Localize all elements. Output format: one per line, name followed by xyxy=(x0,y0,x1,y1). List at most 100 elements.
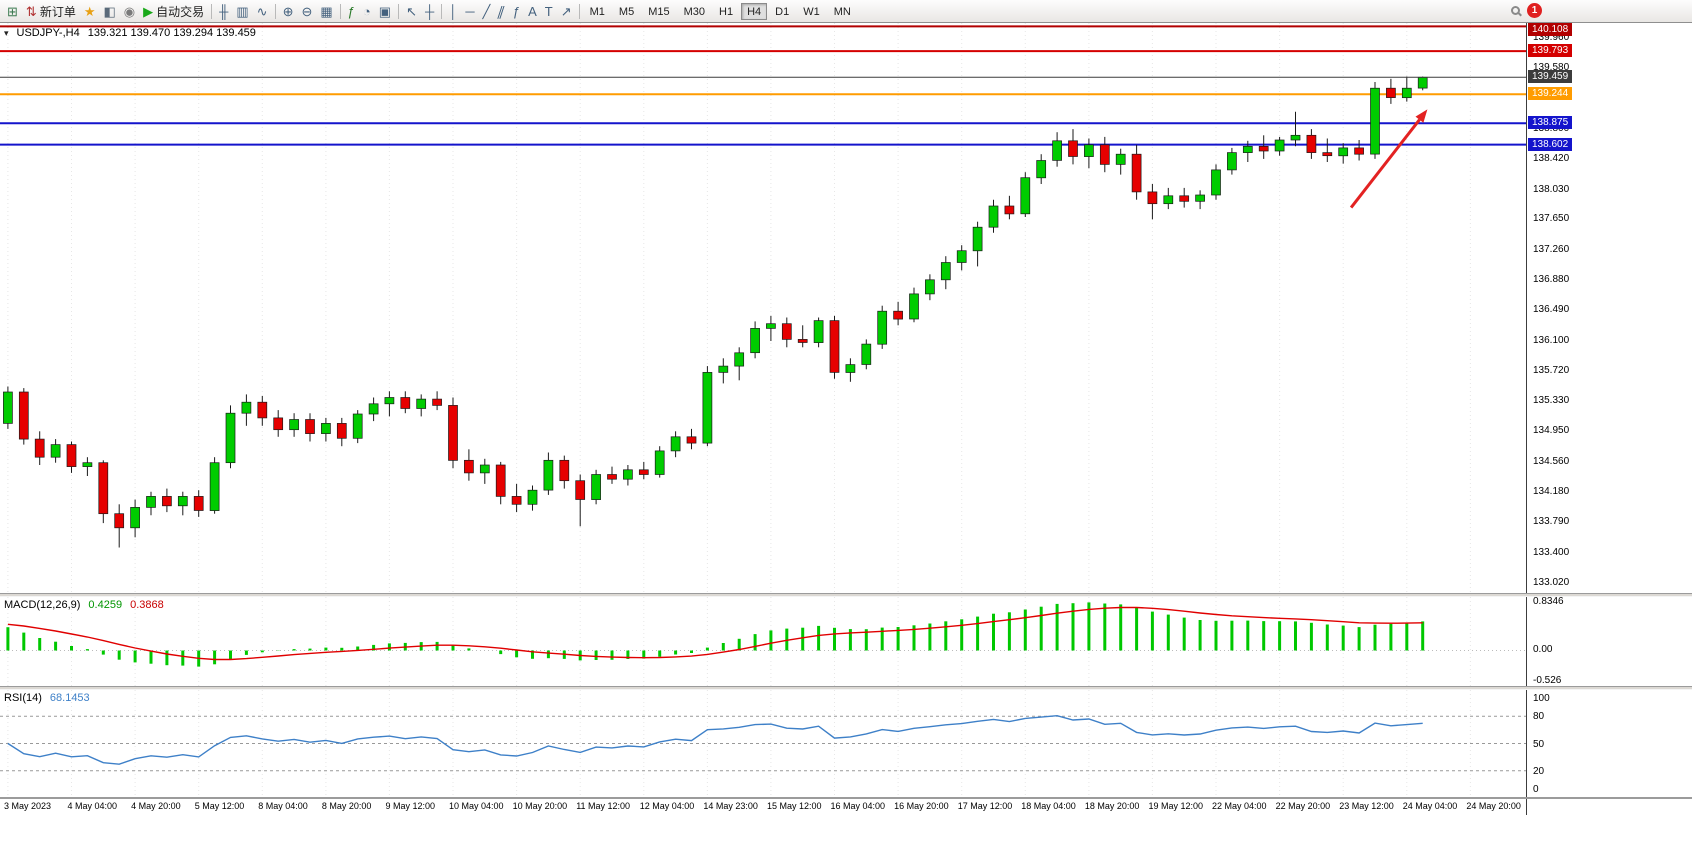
macd-axis-label: 0.00 xyxy=(1533,644,1553,656)
horizontal-line-tool-icon: ─ xyxy=(465,3,475,19)
price-axis-label: 134.560 xyxy=(1533,455,1570,467)
chart-bars-button[interactable]: ╫ xyxy=(215,2,232,21)
label-tool-icon: T xyxy=(544,3,553,19)
vertical-line-tool-button[interactable]: │ xyxy=(445,2,461,21)
price-axis-label: 138.420 xyxy=(1533,152,1570,164)
bottom-strip xyxy=(0,815,1692,861)
vertical-line-tool-icon: │ xyxy=(449,3,458,19)
toolbar-separator xyxy=(441,3,443,19)
chart-assistant-button[interactable]: ★ xyxy=(80,2,100,21)
templates-button[interactable]: ▣ xyxy=(375,2,395,21)
profiles-button[interactable]: ◧ xyxy=(99,2,119,21)
price-plot[interactable]: ▾ USDJPY-,H4 139.321 139.470 139.294 139… xyxy=(0,23,1526,593)
channel-tool-button[interactable]: ∥ xyxy=(494,2,509,21)
price-axis[interactable]: 139.960139.580139.190138.800138.420138.0… xyxy=(1526,23,1692,593)
toolbar-right: 1 xyxy=(1511,3,1542,18)
price-axis-label: 133.020 xyxy=(1533,576,1570,588)
arrows-tool-icon: ↗ xyxy=(560,3,572,19)
timeframe-h4-button[interactable]: H4 xyxy=(741,2,768,20)
timeframe-m30-button[interactable]: M30 xyxy=(683,5,705,18)
timeframe-group: M1 M5 M15 M30 H1 H4 D1 W1 MN xyxy=(583,2,858,20)
market-signal-button[interactable]: ◉ xyxy=(120,2,139,21)
zoom-out-icon: ⊖ xyxy=(301,3,313,19)
toolbar-separator xyxy=(578,3,580,19)
timeframe-w1-button[interactable]: W1 xyxy=(803,5,820,18)
indicators-button[interactable]: ƒ xyxy=(344,2,359,21)
price-line-badge: 138.602 xyxy=(1528,137,1573,151)
time-axis-label: 16 May 04:00 xyxy=(830,801,886,811)
autotrading-button[interactable]: ▶ 自动交易 xyxy=(139,2,208,21)
crosshair-button[interactable]: ┼ xyxy=(421,2,438,21)
new-chart-button[interactable]: ⊞ xyxy=(3,2,22,21)
timeframe-m15-button[interactable]: M15 xyxy=(648,5,670,18)
chart-line-button[interactable]: ∿ xyxy=(253,2,272,21)
time-axis-label: 22 May 04:00 xyxy=(1212,801,1267,811)
cursor-button[interactable]: ↖ xyxy=(402,2,421,21)
price-axis-label: 133.790 xyxy=(1533,516,1570,528)
price-axis-label: 139.580 xyxy=(1533,61,1570,73)
timeframe-h1-button[interactable]: H1 xyxy=(719,5,734,18)
zoom-in-button[interactable]: ⊕ xyxy=(279,2,298,21)
rsi-axis[interactable]: 100 80 50 20 0 xyxy=(1526,690,1692,797)
macd-name: MACD(12,26,9) xyxy=(4,599,81,611)
time-axis-label: 15 May 12:00 xyxy=(766,801,822,811)
chart-candles-button[interactable]: ▥ xyxy=(232,2,252,21)
price-axis-label: 135.330 xyxy=(1533,395,1570,407)
price-axis-label: 134.950 xyxy=(1533,425,1570,437)
rsi-axis-label: 80 xyxy=(1533,711,1545,723)
trendline-tool-button[interactable]: ╱ xyxy=(479,2,495,21)
rsi-plot[interactable]: RSI(14) 68.1453 xyxy=(0,690,1526,797)
time-axis-corner xyxy=(1526,799,1692,815)
time-axis-label: 8 May 20:00 xyxy=(321,801,372,811)
fibonacci-tool-button[interactable]: ƒ xyxy=(509,2,524,21)
macd-plot[interactable]: MACD(12,26,9) 0.4259 0.3868 xyxy=(0,597,1526,686)
new-order-button[interactable]: ⇅ 新订单 xyxy=(22,2,80,21)
macd-axis[interactable]: 0.8346 0.00 -0.526 xyxy=(1526,597,1692,686)
rsi-label: RSI(14) 68.1453 xyxy=(4,692,90,704)
text-tool-button[interactable]: A xyxy=(524,2,541,21)
timeframe-d1-button[interactable]: D1 xyxy=(775,5,790,18)
panel-separator[interactable] xyxy=(0,593,1692,597)
text-tool-icon: A xyxy=(528,3,537,19)
timeframe-m1-button[interactable]: M1 xyxy=(589,5,605,18)
arrows-tool-button[interactable]: ↗ xyxy=(557,2,576,21)
rsi-axis-label: 0 xyxy=(1533,784,1539,795)
time-axis[interactable]: 3 May 2023 4 May 04:00 4 May 20:00 5 May 12… xyxy=(0,799,1526,815)
autotrading-icon: ▶ xyxy=(143,3,154,19)
rsi-canvas[interactable] xyxy=(0,690,1526,797)
search-icon[interactable] xyxy=(1511,6,1520,15)
time-axis-label: 18 May 04:00 xyxy=(1021,801,1076,811)
macd-canvas[interactable] xyxy=(0,597,1526,686)
rsi-value: 68.1453 xyxy=(49,692,90,704)
price-axis-label: 136.490 xyxy=(1533,304,1570,316)
time-axis-label: 8 May 04:00 xyxy=(258,801,308,811)
new-chart-icon: ⊞ xyxy=(7,3,18,19)
price-chart-canvas[interactable] xyxy=(0,23,1526,593)
time-axis-label: 16 May 20:00 xyxy=(894,801,949,811)
label-tool-button[interactable]: T xyxy=(541,2,557,21)
panel-separator[interactable] xyxy=(0,686,1692,690)
tile-windows-button[interactable]: ▦ xyxy=(316,2,336,21)
notification-badge[interactable]: 1 xyxy=(1527,3,1542,18)
zoom-out-button[interactable]: ⊖ xyxy=(297,2,316,21)
templates-icon: ▣ xyxy=(378,3,392,19)
time-axis-label: 17 May 12:00 xyxy=(957,801,1013,811)
fibonacci-tool-icon: ƒ xyxy=(512,3,521,19)
toolbar-separator xyxy=(211,3,213,19)
timeframe-mn-button[interactable]: MN xyxy=(833,5,851,18)
symbol-dropdown-icon[interactable]: ▾ xyxy=(4,27,9,38)
timeframe-m5-button[interactable]: M5 xyxy=(618,5,635,18)
time-axis-label: 10 May 04:00 xyxy=(449,801,504,811)
chart-assistant-icon: ★ xyxy=(83,3,96,19)
time-axis-label: 14 May 23:00 xyxy=(703,801,758,811)
price-axis-label: 136.100 xyxy=(1533,335,1570,346)
horizontal-line-tool-button[interactable]: ─ xyxy=(461,2,478,21)
price-axis-label: 139.960 xyxy=(1533,31,1570,43)
periods-icon: ◔ xyxy=(362,3,371,19)
new-order-label: 新订单 xyxy=(39,4,76,19)
price-line-badge: 139.793 xyxy=(1528,44,1573,58)
periods-button[interactable]: ◔ xyxy=(359,2,375,21)
price-line-badge: 139.244 xyxy=(1528,87,1573,101)
chart-title: ▾ USDJPY-,H4 139.321 139.470 139.294 139… xyxy=(4,27,256,39)
toolbar-separator xyxy=(339,3,341,19)
